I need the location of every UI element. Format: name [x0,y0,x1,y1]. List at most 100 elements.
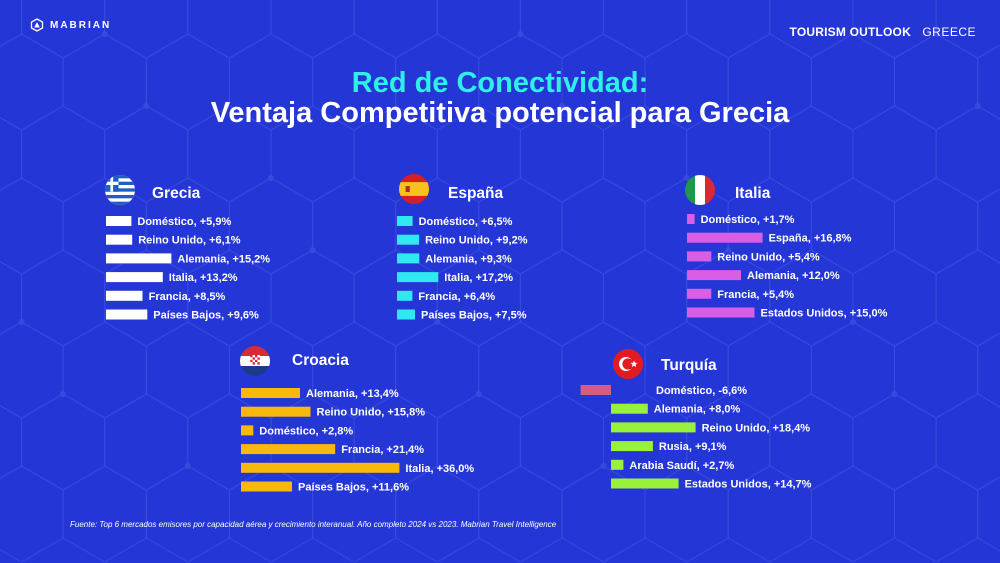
bar-label: Italia, +17,2% [444,272,513,284]
bar [611,459,624,470]
country-name: Croacia [292,352,349,369]
bar [241,388,300,398]
bar-label: Alemania, +12,0% [747,270,840,282]
chart-españa: España Doméstico, +6,5% Reino Unido, +9,2%… [397,174,528,322]
bar-label: Reino Unido, +6,1% [138,235,241,247]
bar-label: Alemania, +8,0% [654,404,741,416]
bar-label: Doméstico, -6,6% [656,385,747,397]
bar-label: Alemania, +13,4% [306,388,399,400]
bar-label: Países Bajos, +11,6% [298,482,409,494]
bar [611,478,679,489]
bar-label: Países Bajos, +7,5% [421,310,527,322]
bar [397,216,413,226]
page-title: Red de Conectividad: Ventaja Competitiva… [0,68,1000,128]
bar [397,234,420,245]
bar-label: Arabia Saudí, +2,7% [629,460,734,472]
chart-grecia: Grecia Doméstico, +5,9% Reino Unido, +6,1%… [105,175,270,322]
bar [611,441,653,452]
bar [106,253,172,264]
title-line-1: Red de Conectividad: [351,67,649,99]
bar [106,290,143,301]
source-footnote: Fuente: Top 6 mercados emisores por capa… [70,520,557,529]
italy-flag [685,175,715,205]
network-node [18,319,25,325]
network-node [974,103,981,109]
chart-croacia: Croacia Alemania, +13,4% Reino Unido, +15,… [240,346,474,494]
spain-flag [399,174,429,204]
bar-label: Italia, +36,0% [405,463,474,475]
bar [687,307,755,318]
bar-label: Reino Unido, +15,8% [317,407,426,419]
country-name: Italia [735,185,771,202]
bar-label: Doméstico, +1,7% [701,214,795,226]
bar [397,309,415,320]
bar [580,385,611,395]
network-node [517,31,524,37]
network-node [184,463,191,469]
bar [397,272,439,283]
chart-turquía: Turquía Doméstico, -6,6% Alemania, +8,0% Re… [580,349,812,491]
bar [611,422,696,433]
network-node [60,391,67,397]
bar-label: Estados Unidos, +14,7% [685,479,812,491]
network-node [600,463,607,469]
bar-label: Doméstico, +5,9% [137,216,231,228]
bar [241,425,254,436]
network-node [101,31,108,37]
bar [687,232,763,243]
turkey-flag [613,349,643,379]
bar-label: Francia, +21,4% [341,444,424,456]
header-right: TOURISM OUTLOOK GREECE [790,25,976,39]
hexagon-shape [977,476,1000,552]
bar-label: Reino Unido, +9,2% [425,235,528,247]
network-node [434,319,441,325]
network-node [143,103,150,109]
tourism-outlook-label: TOURISM OUTLOOK [789,25,911,39]
network-node [309,247,316,253]
croatia-flag [240,346,270,376]
bar-label: Alemania, +15,2% [177,253,270,265]
bar-label: Doméstico, +2,8% [259,425,353,437]
chart-italia: Italia Doméstico, +1,7% España, +16,8% Rein… [685,175,888,320]
bar [241,481,292,492]
header-country: GREECE [922,25,976,39]
mabrian-logo-icon [30,18,44,32]
bar [241,462,400,473]
network-node [891,391,898,397]
bar-label: Francia, +6,4% [418,291,495,303]
bar-label: España, +16,8% [769,233,852,245]
bar [397,253,420,264]
bar [687,288,712,299]
bar [106,309,148,320]
network-node [559,103,565,109]
network-node [725,247,732,253]
bar [106,272,163,283]
country-name: España [448,185,504,202]
bar [397,290,413,301]
network-node [683,175,690,181]
country-name: Grecia [152,185,201,202]
network-node [475,391,482,397]
bar [106,234,133,245]
bar-label: Francia, +5,4% [717,289,794,301]
greece-flag [105,175,135,205]
bar-label: Rusia, +9,1% [659,441,727,453]
bar-label: Italia, +13,2% [169,272,238,284]
network-node [850,319,856,325]
country-name: Turquía [661,357,717,374]
mabrian-logo: MABRIAN [30,18,111,32]
bar [241,444,336,455]
bar-label: Países Bajos, +9,6% [153,310,259,322]
network-node [268,175,274,181]
bar-label: Alemania, +9,3% [425,253,512,265]
bar [687,270,741,281]
bar [687,214,695,224]
bar-label: Francia, +8,5% [149,291,226,303]
bar [241,406,311,417]
bar-label: Reino Unido, +18,4% [702,422,811,434]
bar [611,403,648,414]
bar-label: Reino Unido, +5,4% [717,251,820,263]
